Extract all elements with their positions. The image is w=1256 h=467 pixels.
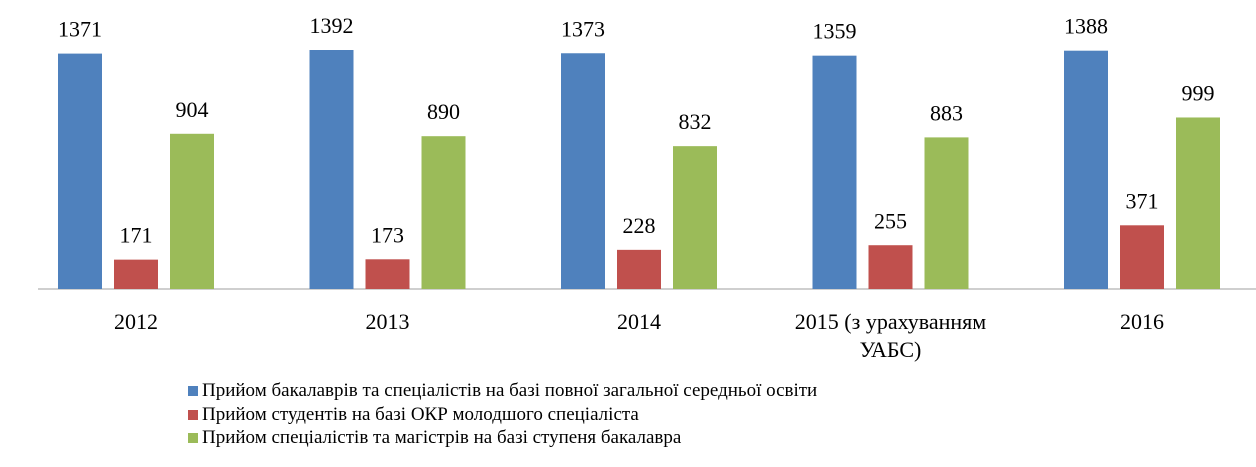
- bar: [421, 136, 466, 289]
- bar: [1176, 117, 1220, 290]
- bar: [309, 50, 354, 289]
- data-label: 228: [623, 213, 656, 238]
- data-label: 255: [874, 208, 907, 233]
- bar: [1064, 50, 1108, 289]
- bar: [617, 249, 661, 289]
- data-label: 1359: [813, 19, 857, 44]
- legend-item: Прийом бакалаврів та спеціалістів на баз…: [188, 380, 817, 402]
- legend-label: Прийом спеціалістів та магістрів на базі…: [202, 427, 682, 448]
- data-label: 999: [1182, 81, 1215, 106]
- data-label: 832: [679, 109, 712, 134]
- data-label: 371: [1126, 188, 1159, 213]
- x-tick-label: 2014: [617, 309, 661, 334]
- data-label: 171: [120, 223, 153, 248]
- bar: [58, 53, 102, 289]
- legend-swatch: [188, 409, 198, 420]
- bar: [561, 53, 605, 290]
- legend-item: Прийом спеціалістів та магістрів на базі…: [188, 427, 681, 449]
- data-label: 904: [176, 97, 209, 122]
- data-label: 883: [930, 100, 963, 125]
- x-tick-label: 2015 (з урахуванням УАБС): [794, 309, 987, 362]
- bar: [812, 55, 857, 289]
- data-label: 1392: [310, 13, 354, 38]
- legend-swatch: [188, 386, 198, 396]
- data-label: 890: [427, 99, 460, 124]
- data-label: 1371: [58, 17, 102, 42]
- legend-swatch: [188, 433, 198, 443]
- x-tick-label: 2013: [365, 309, 410, 334]
- data-label: 1388: [1064, 14, 1108, 39]
- data-label: 173: [371, 222, 404, 247]
- legend-label: Прийом студентів на базі ОКР молодшого с…: [202, 403, 639, 425]
- data-label: 1373: [561, 16, 605, 41]
- bar: [924, 137, 969, 289]
- legend-item: Прийом студентів на базі ОКР молодшого с…: [188, 404, 639, 426]
- x-tick-label: 2016: [1120, 309, 1164, 334]
- bar: [170, 133, 214, 289]
- bar: [1120, 225, 1164, 289]
- x-tick-label: 2012: [114, 309, 158, 334]
- legend-label: Прийом бакалаврів та спеціалістів на баз…: [202, 380, 818, 401]
- bar: [673, 146, 717, 289]
- bar: [868, 245, 913, 289]
- bar: [114, 259, 158, 289]
- bar: [365, 259, 410, 289]
